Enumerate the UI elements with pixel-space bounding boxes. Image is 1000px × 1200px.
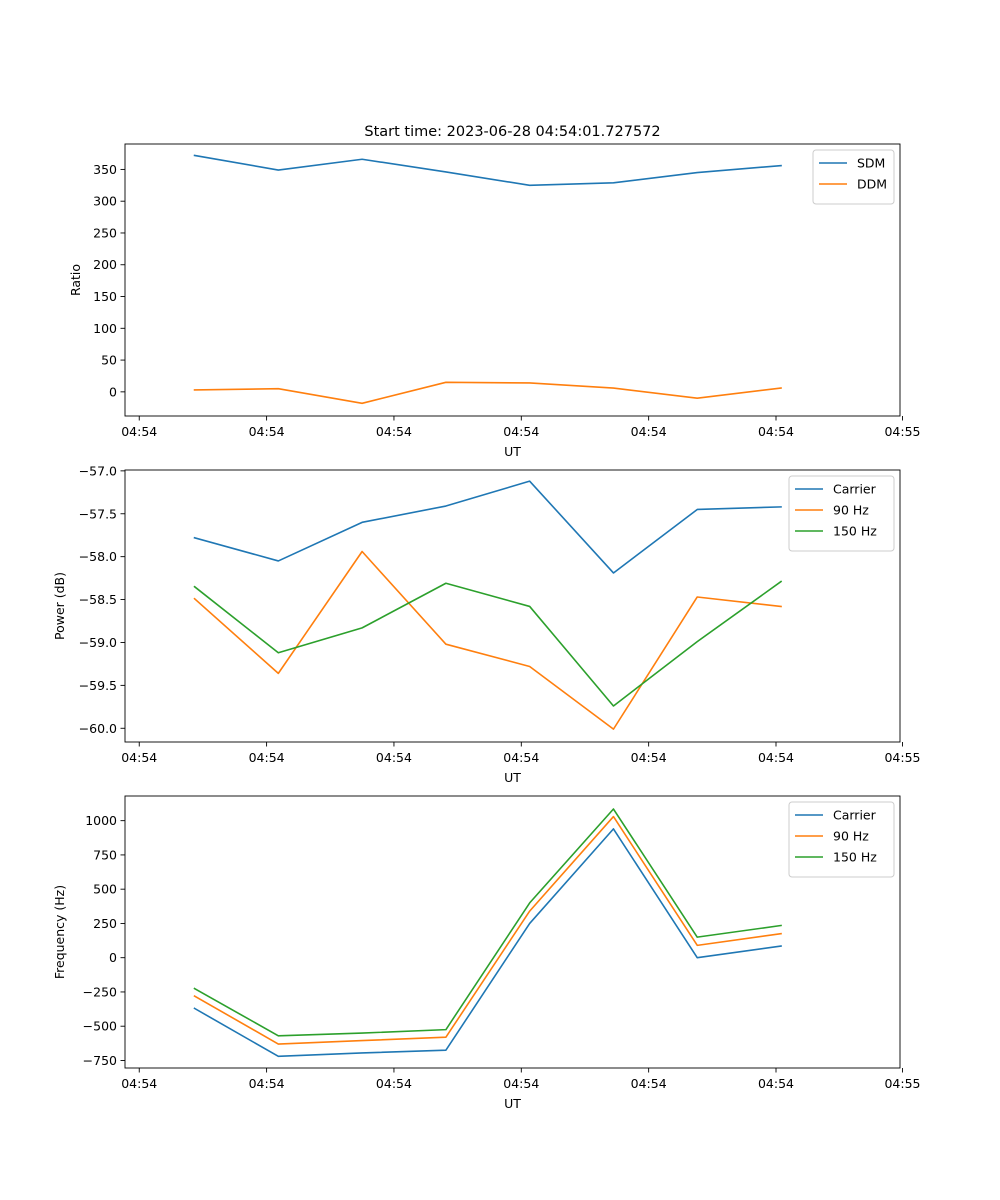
x-tick-label: 04:54 (758, 750, 794, 765)
legend-label: Carrier (833, 808, 877, 823)
x-tick-label: 04:55 (884, 1076, 920, 1091)
legend-box (788, 801, 895, 878)
y-tick-label: 0 (109, 950, 117, 965)
legend-label: 150 Hz (833, 524, 877, 539)
x-axis-label: UT (504, 444, 521, 459)
axes-frame (124, 469, 901, 743)
chart-panel-3: 04:54 04:54 04:54 04:54 04:54 04:54 04:55 −750 −… (52, 795, 921, 1111)
y-tick-label: 300 (93, 194, 117, 209)
legend-label: 90 Hz (833, 503, 869, 518)
y-tick-label: 350 (93, 162, 117, 177)
y-tick-label: −58.0 (79, 549, 117, 564)
legend: SDM DDM (812, 149, 895, 205)
chart-panel-2: 04:54 04:54 04:54 04:54 04:54 04:54 04:55 −60.0… (52, 463, 921, 785)
y-tick-label: 200 (93, 257, 117, 272)
x-tick-label: 04:54 (249, 424, 285, 439)
x-tick-label: 04:54 (121, 750, 157, 765)
y-tick-label: 250 (93, 225, 117, 240)
x-tick-label: 04:55 (884, 424, 920, 439)
y-tick-label: −57.5 (79, 506, 117, 521)
x-tick-label: 04:54 (121, 424, 157, 439)
y-tick-label: 750 (93, 847, 117, 862)
x-tick-label: 04:54 (503, 1076, 539, 1091)
y-tick-label: −60.0 (79, 721, 117, 736)
legend-label: 90 Hz (833, 829, 869, 844)
y-tick-label: 250 (93, 916, 117, 931)
legend: Carrier 90 Hz 150 Hz (788, 475, 895, 552)
legend-box (788, 475, 895, 552)
series-line-carrier (193, 480, 782, 574)
x-axis-label: UT (504, 770, 521, 785)
x-tick-label: 04:54 (376, 424, 412, 439)
legend-label: SDM (857, 156, 885, 171)
x-tick-label: 04:54 (503, 424, 539, 439)
x-tick-label: 04:54 (758, 1076, 794, 1091)
x-tick-label: 04:54 (376, 750, 412, 765)
y-tick-label: 1000 (85, 813, 117, 828)
x-tick-label: 04:54 (249, 1076, 285, 1091)
x-tick-label: 04:54 (249, 750, 285, 765)
y-tick-label: 150 (93, 289, 117, 304)
x-tick-label: 04:55 (884, 750, 920, 765)
legend-label: DDM (857, 177, 887, 192)
y-tick-label: −750 (83, 1053, 117, 1068)
series-line-carrier (193, 828, 782, 1058)
y-tick-label: 100 (93, 321, 117, 336)
x-tick-label: 04:54 (121, 1076, 157, 1091)
chart-panel-1: 04:54 04:54 04:54 04:54 04:54 04:54 04:55 0 50 10… (68, 143, 921, 459)
x-tick-label: 04:54 (631, 424, 667, 439)
x-axis-label: UT (504, 1096, 521, 1111)
y-tick-label: −57.0 (79, 463, 117, 478)
series-line-90-hz (193, 815, 782, 1045)
x-tick-label: 04:54 (631, 750, 667, 765)
y-tick-label: −58.5 (79, 592, 117, 607)
axes-frame (124, 795, 901, 1069)
x-tick-label: 04:54 (376, 1076, 412, 1091)
axes-frame (124, 143, 901, 417)
series-line-90-hz (193, 550, 782, 730)
figure-title: Start time: 2023-06-28 04:54:01.727572 (364, 124, 660, 140)
x-tick-label: 04:54 (631, 1076, 667, 1091)
y-tick-label: −250 (83, 984, 117, 999)
y-axis-label: Frequency (Hz) (52, 885, 67, 979)
series-line-sdm (193, 154, 782, 187)
y-tick-label: −59.5 (79, 678, 117, 693)
y-tick-label: 500 (93, 882, 117, 897)
series-line-ddm (193, 381, 782, 405)
y-axis-label: Power (dB) (52, 572, 67, 640)
legend-label: 150 Hz (833, 850, 877, 865)
x-tick-label: 04:54 (503, 750, 539, 765)
charts-container: 04:54 04:54 04:54 04:54 04:54 04:54 04:55 0 50 10… (52, 143, 921, 1111)
series-line-150-hz (193, 808, 782, 1037)
x-tick-label: 04:54 (758, 424, 794, 439)
legend: Carrier 90 Hz 150 Hz (788, 801, 895, 878)
y-axis-label: Ratio (68, 264, 83, 296)
legend-label: Carrier (833, 482, 877, 497)
y-tick-label: −59.0 (79, 635, 117, 650)
y-tick-label: −500 (83, 1019, 117, 1034)
y-tick-label: 0 (109, 384, 117, 399)
y-tick-label: 50 (101, 353, 117, 368)
series-line-150-hz (193, 580, 783, 707)
